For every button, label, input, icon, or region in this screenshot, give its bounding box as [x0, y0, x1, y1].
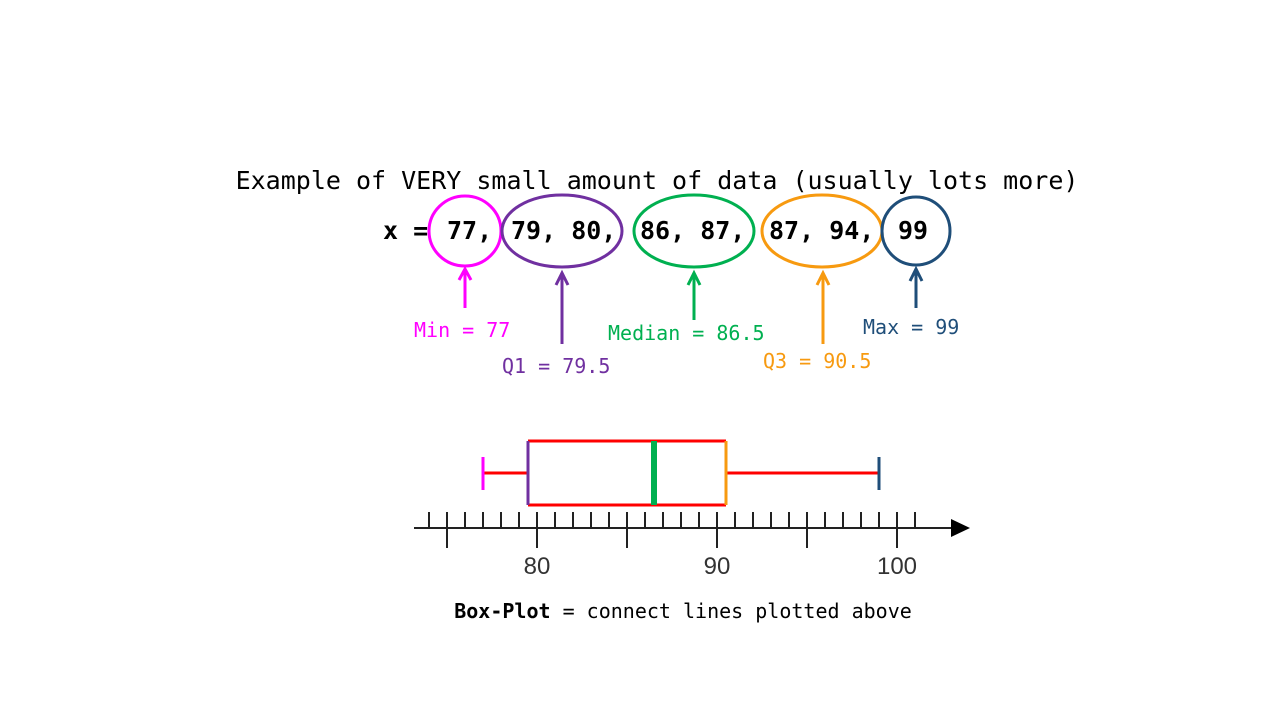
q1-label: Q1 = 79.5 [502, 354, 610, 378]
diagram-title: Example of VERY small amount of data (us… [236, 166, 1079, 195]
q3-label: Q3 = 90.5 [763, 349, 871, 373]
q1-ellipse [500, 193, 624, 269]
axis-tick-label: 80 [524, 553, 551, 580]
box-plot [481, 439, 881, 507]
data-group-max: 99 [898, 216, 928, 245]
max-circle [880, 195, 952, 267]
q3-arrow [815, 269, 831, 344]
data-line: x = 77, 79, 80, 86, 87, 87, 94, 99 [383, 216, 928, 245]
median-arrow [686, 269, 702, 320]
axis-tick-label: 100 [877, 553, 917, 580]
median-label: Median = 86.5 [608, 321, 765, 345]
max-label: Max = 99 [863, 315, 959, 339]
data-group-median: 86, 87, [640, 216, 745, 245]
axis-arrowhead [951, 519, 970, 537]
data-group-min: 77, [447, 216, 492, 245]
median-ellipse [632, 193, 756, 269]
data-group-q3: 87, 94, [769, 216, 874, 245]
caption-bold: Box-Plot [454, 599, 550, 623]
axis-tick-label: 90 [704, 553, 731, 580]
data-prefix: x = [383, 216, 428, 245]
number-line: 80 90 100 [414, 512, 970, 580]
caption-rest: = connect lines plotted above [551, 599, 912, 623]
data-group-q1: 79, 80, [511, 216, 616, 245]
caption: Box-Plot = connect lines plotted above [454, 599, 912, 623]
max-arrow [908, 265, 924, 308]
min-label: Min = 77 [414, 318, 510, 342]
min-arrow [457, 265, 473, 308]
q1-arrow [554, 269, 570, 344]
